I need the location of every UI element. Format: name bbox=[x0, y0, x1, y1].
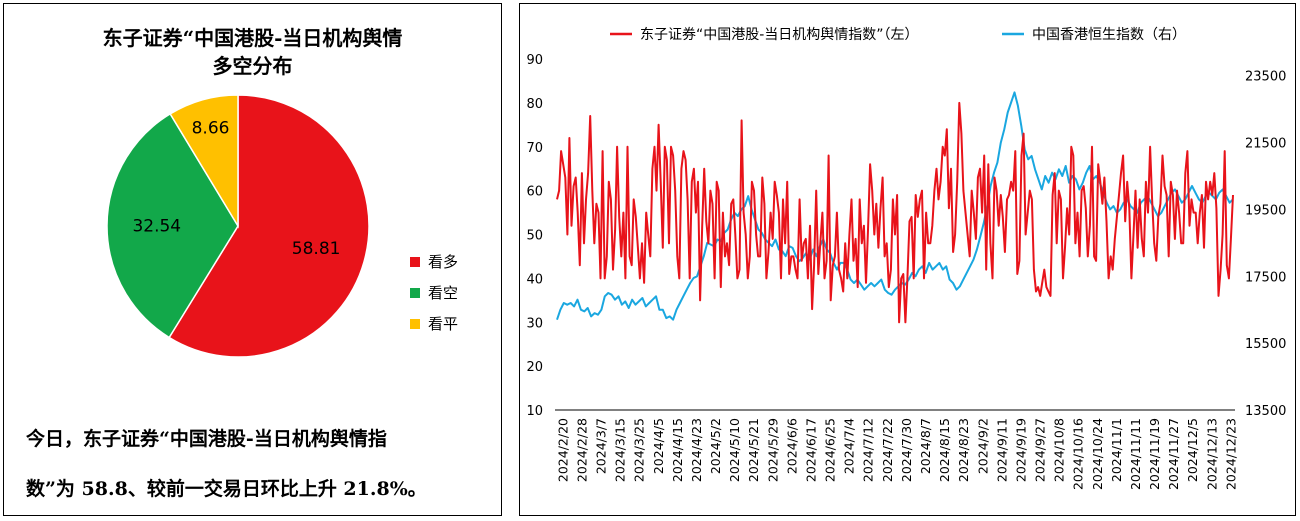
x-tick-label: 2024/11/19 bbox=[1147, 418, 1162, 490]
x-tick-label: 2024/10/16 bbox=[1071, 418, 1086, 490]
x-tick-label: 2024/12/5 bbox=[1185, 418, 1200, 482]
legend-item-bearish: 看空 bbox=[410, 282, 458, 303]
y-right-tick-label: 21500 bbox=[1245, 137, 1286, 152]
x-tick-label: 2024/2/28 bbox=[574, 418, 589, 482]
pie-value-label-bullish: 58.81 bbox=[292, 239, 341, 259]
pie-slice-bearish bbox=[106, 112, 239, 339]
x-tick-label: 2024/8/15 bbox=[937, 418, 952, 482]
y-left-tick-label: 60 bbox=[526, 185, 543, 200]
pie-value-label-neutral: 8.66 bbox=[192, 119, 230, 139]
x-tick-label: 2024/8/23 bbox=[956, 418, 971, 482]
x-tick-label: 2024/9/27 bbox=[1033, 418, 1048, 482]
x-tick-label: 2024/12/13 bbox=[1204, 418, 1219, 490]
y-left-tick-label: 70 bbox=[526, 141, 543, 156]
pie-slice-bullish bbox=[168, 94, 370, 358]
x-tick-label: 2024/5/2 bbox=[708, 418, 723, 474]
y-left-tick-label: 90 bbox=[526, 53, 543, 68]
x-tick-label: 2024/3/7 bbox=[594, 418, 609, 474]
x-tick-label: 2024/10/24 bbox=[1090, 418, 1105, 490]
x-tick-label: 2024/10/8 bbox=[1052, 418, 1067, 482]
x-tick-label: 2024/3/25 bbox=[632, 418, 647, 482]
hang-seng-index-line bbox=[556, 91, 1234, 321]
x-tick-label: 2024/5/21 bbox=[746, 418, 761, 482]
y-left-tick-label: 20 bbox=[526, 360, 543, 375]
x-tick-label: 2024/7/4 bbox=[842, 418, 857, 474]
x-tick-label: 2024/7/12 bbox=[861, 418, 876, 482]
line-panel: 10 20 30 40 50 60 70 80 90 13500 15500 17500 19500 21… bbox=[519, 3, 1296, 516]
x-tick-label: 2024/11/27 bbox=[1166, 418, 1181, 490]
legend-hsi-label: 中国香港恒生指数（右） bbox=[1032, 27, 1186, 43]
x-tick-label: 2024/11/1 bbox=[1109, 418, 1124, 482]
y-left-tick-label: 50 bbox=[526, 229, 543, 244]
legend-label-bullish: 看多 bbox=[428, 253, 459, 271]
x-tick-label: 2024/5/29 bbox=[765, 418, 780, 482]
y-left-tick-label: 40 bbox=[526, 272, 543, 287]
x-tick-label: 2024/3/15 bbox=[613, 418, 628, 482]
pie-chart: 58.81 32.54 8.66 bbox=[106, 94, 370, 358]
y-left-tick-label: 80 bbox=[526, 97, 543, 112]
y-right-tick-label: 15500 bbox=[1245, 337, 1286, 352]
line-chart: 10 20 30 40 50 60 70 80 90 13500 15500 17500 19500 21… bbox=[526, 27, 1286, 490]
pie-value-label-bearish: 32.54 bbox=[132, 217, 181, 237]
x-tick-label: 2024/7/22 bbox=[880, 418, 895, 482]
y-right-tick-label: 13500 bbox=[1245, 404, 1286, 419]
x-tick-label: 2024/6/6 bbox=[784, 418, 799, 474]
x-tick-label: 2024/8/7 bbox=[918, 418, 933, 474]
legend-sentiment-label: 东子证券“中国港股-当日机构舆情指数”（左） bbox=[640, 27, 919, 43]
x-tick-label: 2024/5/10 bbox=[727, 418, 742, 482]
legend-item-bullish: 看多 bbox=[410, 251, 458, 272]
y-left-tick-label: 10 bbox=[526, 404, 543, 419]
sentiment-index-line bbox=[556, 101, 1234, 324]
legend-label-neutral: 看平 bbox=[428, 315, 459, 333]
legend-swatch-neutral bbox=[410, 318, 420, 329]
x-tick-label: 2024/2/20 bbox=[555, 418, 570, 482]
pie-slice-neutral bbox=[169, 94, 239, 229]
legend-label-bearish: 看空 bbox=[428, 284, 459, 302]
summary-line2: 数”为 58.8、较前一交易日环比上升 21.8%。 bbox=[26, 478, 427, 500]
pie-title-line2: 多空分布 bbox=[212, 54, 293, 78]
pie-panel: 东子证券“中国港股-当日机构舆情 多空分布 58.81 32.54 8.66 看多 … bbox=[3, 3, 502, 516]
y-left-tick-label: 30 bbox=[526, 316, 543, 331]
pie-title-line1: 东子证券“中国港股-当日机构舆情 bbox=[102, 26, 403, 50]
x-tick-label: 2024/9/19 bbox=[1013, 418, 1028, 482]
x-tick-label: 2024/7/30 bbox=[899, 418, 914, 482]
legend-item-neutral: 看平 bbox=[410, 313, 458, 334]
y-right-tick-label: 19500 bbox=[1245, 203, 1286, 218]
x-tick-label: 2024/12/23 bbox=[1223, 418, 1238, 490]
legend-swatch-bullish bbox=[410, 256, 420, 267]
x-tick-label: 2024/4/23 bbox=[689, 418, 704, 482]
x-tick-label: 2024/4/15 bbox=[670, 418, 685, 482]
y-right-tick-label: 23500 bbox=[1245, 70, 1286, 85]
x-tick-label: 2024/9/11 bbox=[994, 418, 1009, 482]
y-right-tick-label: 17500 bbox=[1245, 270, 1286, 285]
summary-line1: 今日，东子证券“中国港股-当日机构舆情指 bbox=[26, 428, 387, 450]
x-tick-label: 2024/11/11 bbox=[1128, 418, 1143, 490]
legend-swatch-bearish bbox=[410, 287, 420, 298]
x-tick-label: 2024/6/25 bbox=[823, 418, 838, 482]
x-tick-label: 2024/9/2 bbox=[975, 418, 990, 474]
x-tick-label: 2024/6/17 bbox=[803, 418, 818, 482]
x-tick-label: 2024/4/5 bbox=[651, 418, 666, 474]
